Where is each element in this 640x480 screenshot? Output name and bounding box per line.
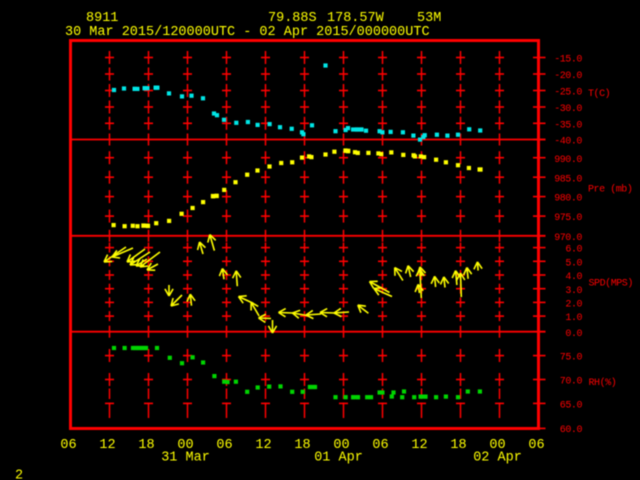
svg-text:18: 18 [450, 438, 466, 453]
svg-text:178.57W: 178.57W [327, 11, 385, 26]
svg-text:00: 00 [489, 438, 505, 453]
svg-text:06: 06 [372, 438, 388, 453]
svg-text:30 Mar 2015/120000UTC - 02 Apr: 30 Mar 2015/120000UTC - 02 Apr 2015/0000… [65, 25, 430, 40]
svg-text:-25.0: -25.0 [554, 88, 582, 99]
svg-text:31 Mar: 31 Mar [161, 451, 210, 466]
svg-text:70.0: 70.0 [560, 377, 583, 388]
svg-text:02 Apr: 02 Apr [473, 451, 522, 466]
svg-text:8911: 8911 [86, 11, 118, 26]
svg-text:RH(%): RH(%) [589, 377, 617, 389]
svg-text:06: 06 [216, 438, 232, 453]
svg-text:5.0: 5.0 [565, 258, 582, 269]
svg-text:-40.0: -40.0 [554, 137, 582, 148]
svg-text:53M: 53M [417, 11, 441, 26]
svg-text:6.0: 6.0 [565, 245, 582, 256]
svg-text:2.0: 2.0 [565, 300, 582, 311]
svg-text:12: 12 [99, 438, 115, 453]
svg-text:-15.0: -15.0 [554, 55, 582, 66]
svg-text:79.88S: 79.88S [268, 11, 317, 26]
svg-text:980.0: 980.0 [554, 194, 582, 205]
svg-text:Pre (mb): Pre (mb) [588, 184, 632, 196]
svg-text:75.0: 75.0 [560, 353, 583, 364]
svg-text:985.0: 985.0 [554, 174, 582, 185]
svg-text:06: 06 [528, 438, 544, 453]
svg-text:970.0: 970.0 [554, 233, 582, 244]
svg-text:-35.0: -35.0 [554, 120, 582, 131]
svg-text:3.0: 3.0 [565, 286, 582, 297]
svg-text:00: 00 [333, 438, 349, 453]
svg-text:00: 00 [177, 438, 193, 453]
svg-text:12: 12 [411, 438, 427, 453]
svg-text:18: 18 [138, 438, 154, 453]
svg-text:1.0: 1.0 [565, 313, 582, 324]
svg-text:-30.0: -30.0 [554, 104, 582, 115]
svg-text:T(C): T(C) [588, 88, 610, 100]
svg-text:18: 18 [294, 438, 310, 453]
svg-text:-20.0: -20.0 [554, 71, 582, 82]
svg-text:60.0: 60.0 [560, 425, 583, 436]
svg-text:990.0: 990.0 [554, 155, 582, 166]
svg-text:0.0: 0.0 [565, 329, 582, 340]
svg-text:SPD(MPS): SPD(MPS) [589, 278, 633, 290]
svg-text:4.0: 4.0 [565, 272, 582, 283]
svg-text:12: 12 [255, 438, 271, 453]
svg-text:65.0: 65.0 [560, 401, 583, 412]
svg-text:06: 06 [60, 438, 76, 453]
svg-text:01 Apr: 01 Apr [314, 451, 363, 466]
svg-text:2: 2 [15, 469, 23, 480]
svg-text:975.0: 975.0 [554, 213, 582, 224]
